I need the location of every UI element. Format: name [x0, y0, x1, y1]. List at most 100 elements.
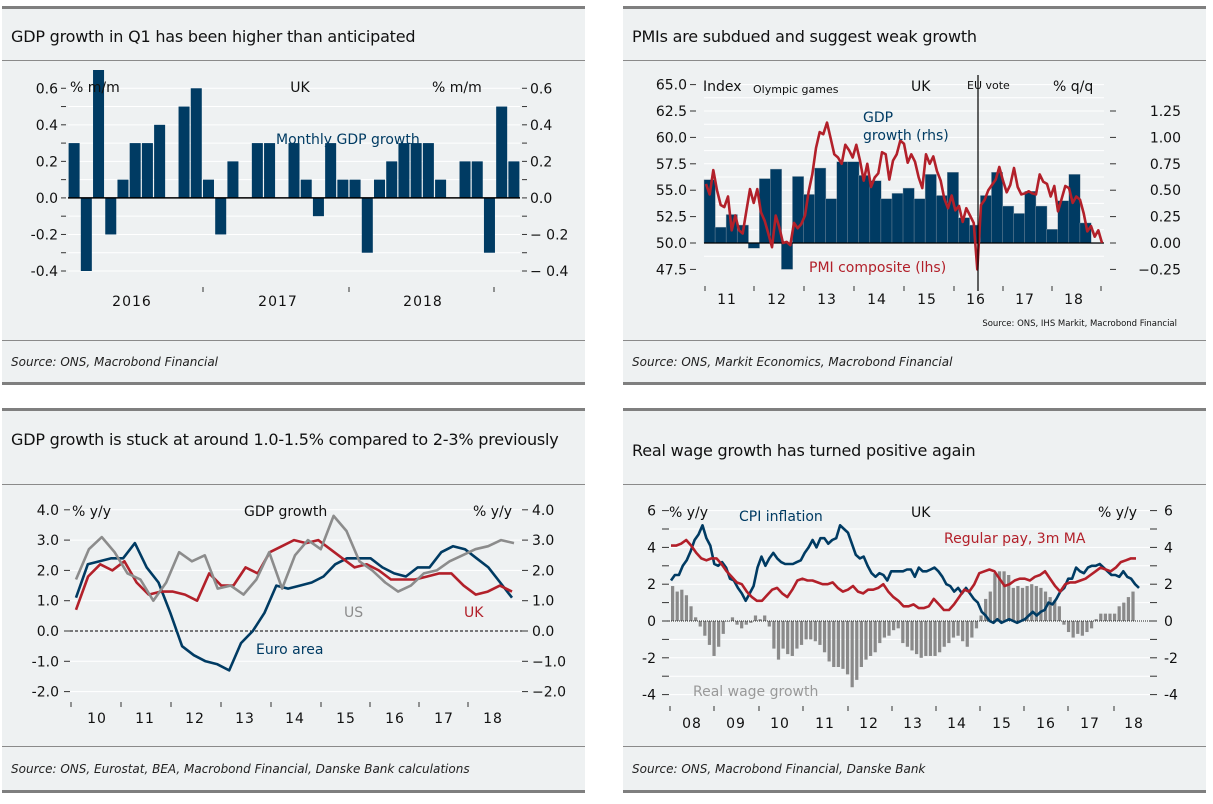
x-tick-label: 12 — [185, 711, 205, 727]
x-tick-label: 09 — [726, 716, 746, 732]
bar — [337, 179, 349, 198]
gdp-bar — [825, 198, 838, 244]
monthly-gdp-chart: -0.4 − 0.4 -0.2 − 0.2 0.0 0.0 0.2 0.2 0.4 0.4 0.6 0… — [31, 70, 569, 310]
real-wage-bar — [680, 589, 684, 621]
y-tick-label-left: 0 — [647, 614, 656, 630]
bar — [312, 197, 324, 217]
panel-header — [2, 9, 585, 61]
bar — [129, 143, 141, 198]
gdp-bar — [814, 167, 827, 244]
real-wage-bar — [1085, 621, 1089, 633]
y-axis-label-left: % m/m — [70, 80, 120, 96]
real-wage-bar — [942, 621, 946, 647]
panel-footer — [2, 340, 585, 341]
panel-footer — [2, 746, 585, 747]
real-wage-bar — [933, 621, 937, 656]
real-wage-bar — [1126, 597, 1131, 621]
pmi-line — [704, 121, 1104, 271]
real-wage-bar — [799, 621, 804, 645]
y-tick-label-right: 0 — [1164, 614, 1173, 630]
bar — [508, 161, 520, 198]
panel-real-wage: Real wage growth has turned positive aga… — [623, 408, 1206, 793]
real-wage-bar — [1089, 621, 1094, 629]
real-wage-bar — [735, 621, 739, 625]
eu-vote-label: EU vote — [967, 79, 1010, 92]
y-tick-label-left: 55.0 — [656, 183, 687, 199]
bar — [398, 143, 410, 198]
x-tick-label: 17 — [434, 711, 454, 727]
y-axis-label-left: % y/y — [669, 505, 708, 521]
y-axis-label-right: % m/m — [432, 80, 482, 96]
panel-header — [2, 411, 585, 485]
x-tick-label: 18 — [1064, 292, 1084, 308]
x-tick-label: 18 — [1124, 716, 1144, 732]
bar — [325, 143, 337, 198]
bar — [141, 143, 153, 198]
real-wage-bar — [845, 621, 850, 675]
real-wage-bar — [671, 586, 675, 621]
y-tick-label-left: 0.0 — [37, 624, 59, 640]
real-wage-bar — [721, 621, 725, 634]
real-wage-bar — [1108, 613, 1112, 621]
y-tick-label-left: 62.5 — [656, 104, 687, 120]
y-tick-label-right: 4.0 — [532, 503, 554, 519]
real-wage-bar — [864, 621, 868, 660]
real-wage-bar — [1048, 597, 1052, 621]
y-tick-label-right: 0.6 — [530, 81, 552, 97]
y-tick-label-left: 65.0 — [656, 78, 687, 94]
real-wage-bar — [1011, 587, 1015, 621]
us-series-label: US — [344, 605, 363, 621]
y-tick-label-right: 0.75 — [1150, 157, 1181, 173]
x-tick-label: 16 — [966, 292, 986, 308]
x-tick-label: 11 — [135, 711, 155, 727]
gdp-bar — [1035, 205, 1048, 244]
real-wage-bar — [1034, 586, 1038, 621]
real-wage-bar — [809, 621, 813, 640]
real-wage-bar — [749, 621, 753, 623]
chart-title: GDP growth — [244, 504, 327, 520]
y-tick-label-left: -2.0 — [32, 685, 59, 701]
y-axis-label-left: Index — [703, 79, 742, 95]
gdp-bar — [847, 161, 860, 244]
panel-header — [623, 411, 1206, 485]
y-tick-label-right: 1.00 — [1150, 130, 1181, 146]
real-wage-bar — [1112, 613, 1117, 621]
real-wage-bar — [1039, 587, 1043, 621]
uk-series-label: UK — [464, 605, 484, 621]
y-tick-label-left: 52.5 — [656, 210, 687, 226]
real-wage-bar — [1062, 621, 1066, 625]
y-axis-label-right: % y/y — [473, 504, 512, 520]
bar — [349, 179, 361, 198]
bar — [471, 161, 483, 198]
euro-area-series-label: Euro area — [256, 642, 323, 658]
chart-title: UK — [911, 505, 931, 521]
real-wage-bar — [790, 621, 794, 656]
real-wage-bar — [901, 621, 905, 644]
real-wage-bar — [795, 621, 799, 649]
y-tick-label-left: 0.0 — [36, 191, 58, 207]
real-wage-bar — [804, 621, 808, 640]
real-wage-bar — [717, 621, 721, 647]
gdp-bar — [1013, 213, 1026, 244]
real-wage-bar — [813, 621, 817, 642]
x-tick-label: 14 — [285, 711, 305, 727]
real-wage-bar — [979, 615, 983, 621]
x-tick-label: 13 — [903, 716, 923, 732]
gdp-yy-chart: -2.0 −2.0 -1.0 −1.0 0.0 0.0 1.0 1.0 2.0 2.0 3.0 3.0… — [32, 503, 566, 727]
y-tick-label-right: − 0.4 — [530, 264, 569, 280]
gdp-bar — [803, 194, 816, 244]
x-tick-label: 15 — [992, 716, 1012, 732]
y-tick-label-right: 1.25 — [1150, 104, 1181, 120]
bar — [288, 143, 300, 198]
x-tick-label: 12 — [859, 716, 879, 732]
y-tick-label-left: -0.4 — [31, 264, 58, 280]
olympic-games-label: Olympic games — [753, 83, 839, 96]
y-tick-label-right: −2.0 — [532, 685, 566, 701]
real-wage-bar — [776, 621, 781, 660]
real-wage-bar — [1057, 606, 1061, 621]
y-tick-label-right: 4 — [1164, 540, 1173, 556]
real-wage-bar — [984, 598, 988, 621]
bar — [422, 143, 434, 198]
y-tick-label-left: -0.2 — [31, 227, 58, 243]
source-note: Source: ONS, Macrobond Financial, Danske… — [632, 762, 926, 776]
